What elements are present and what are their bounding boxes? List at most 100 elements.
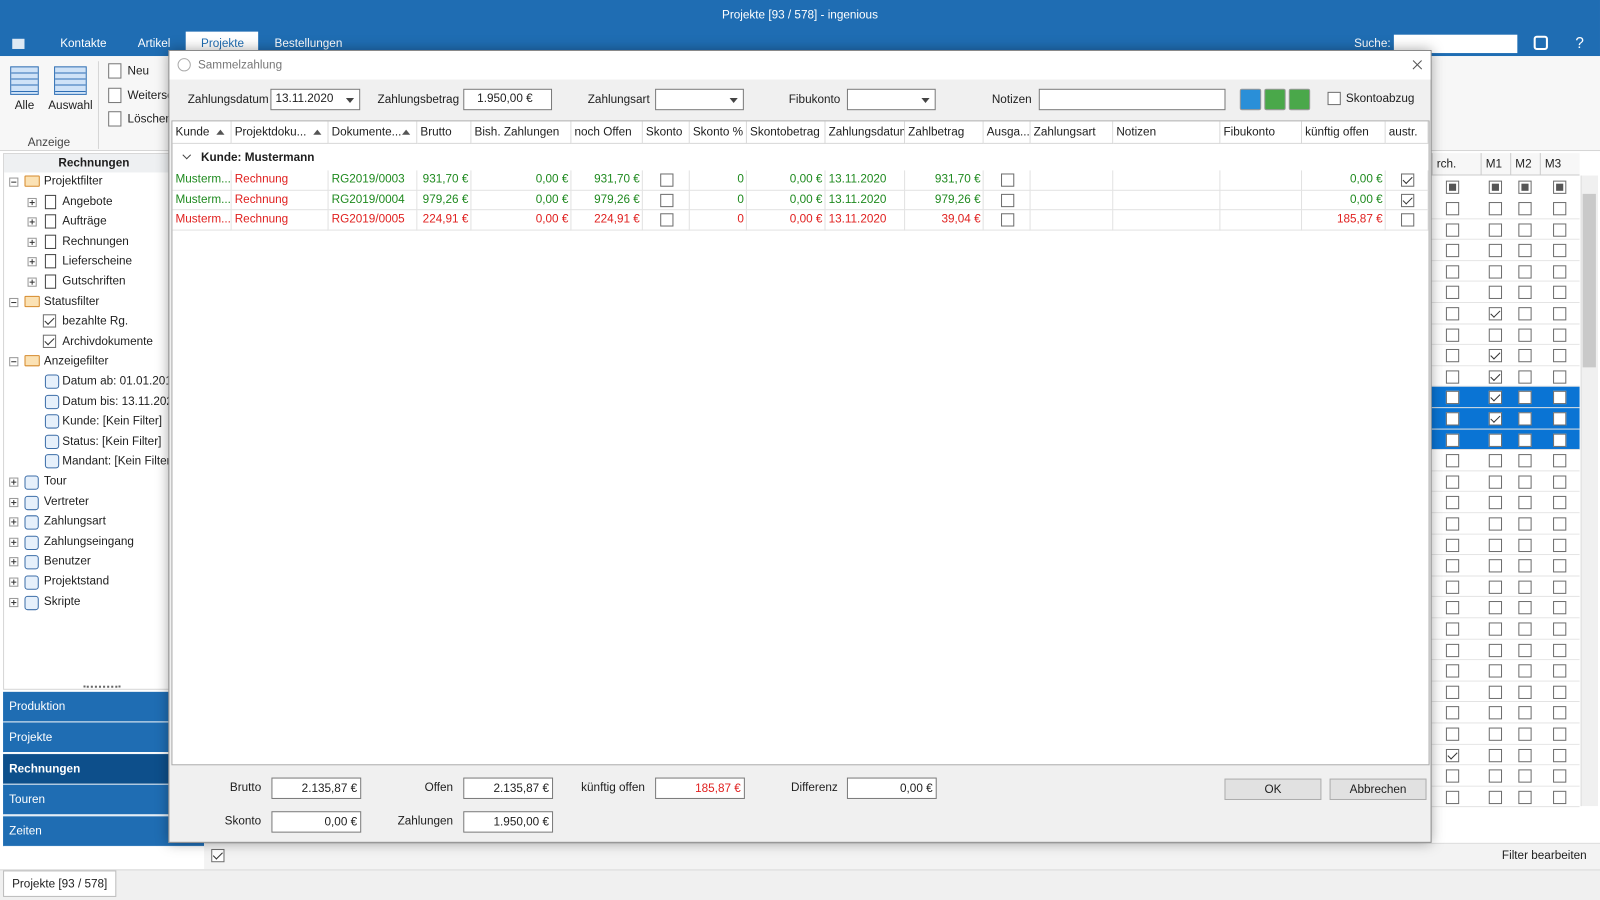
checkbox[interactable]	[1518, 748, 1532, 762]
checkbox[interactable]	[1488, 769, 1503, 783]
checkbox[interactable]	[1400, 193, 1414, 207]
checkbox[interactable]	[1518, 328, 1532, 342]
tree-expander[interactable]	[9, 537, 19, 547]
checkbox[interactable]	[1488, 349, 1503, 363]
checkbox[interactable]	[1445, 517, 1460, 531]
filter-edit[interactable]: Filter bearbeiten	[1501, 849, 1587, 863]
tree-expander[interactable]	[9, 517, 19, 527]
column-header[interactable]: Ausga...	[983, 121, 1031, 144]
checkbox[interactable]	[1488, 202, 1503, 216]
grid-row[interactable]	[1431, 765, 1580, 787]
view-icon[interactable]	[54, 66, 87, 95]
menu-tab[interactable]: Kontakte	[60, 37, 107, 50]
checkbox[interactable]	[1488, 601, 1503, 615]
tree-expander[interactable]	[27, 217, 37, 227]
column-header[interactable]: Kunde	[172, 121, 232, 144]
grid-row[interactable]	[1431, 492, 1580, 514]
action-label[interactable]: Neu	[127, 65, 150, 78]
grid-row[interactable]	[1431, 639, 1580, 661]
checkbox[interactable]	[1488, 433, 1503, 447]
checkbox[interactable]	[1445, 601, 1460, 615]
checkbox[interactable]	[1445, 790, 1460, 804]
checkbox[interactable]	[1488, 286, 1503, 300]
column-header[interactable]: Projektdoku...	[231, 121, 329, 144]
grid-row[interactable]	[1431, 366, 1580, 388]
checkbox[interactable]	[1518, 202, 1532, 216]
checkbox[interactable]	[1445, 475, 1460, 489]
checkbox[interactable]	[659, 173, 673, 187]
tree-label[interactable]: Zahlungsart	[43, 515, 106, 528]
checkbox[interactable]	[1488, 370, 1503, 384]
checkbox[interactable]	[1518, 727, 1532, 741]
checkbox[interactable]	[1553, 475, 1567, 489]
dialog-button[interactable]: Abbrechen	[1329, 778, 1427, 800]
checkbox[interactable]	[1553, 454, 1567, 468]
tree-expander[interactable]	[27, 277, 37, 287]
checkbox[interactable]	[1553, 559, 1567, 573]
checkbox[interactable]	[1518, 286, 1532, 300]
checkbox[interactable]	[1488, 517, 1503, 531]
checkbox[interactable]	[1445, 538, 1460, 552]
checkbox[interactable]	[42, 334, 57, 348]
checkbox[interactable]	[1000, 213, 1014, 227]
checkbox[interactable]	[1553, 265, 1567, 279]
tree-label[interactable]: Angebote	[62, 195, 113, 208]
checkbox[interactable]	[1553, 622, 1567, 636]
checkbox[interactable]	[1488, 790, 1503, 804]
tree-label[interactable]: Archivdokumente	[62, 335, 153, 348]
checkbox[interactable]	[1445, 433, 1460, 447]
column-header[interactable]: Skonto %	[689, 121, 747, 144]
checkbox[interactable]	[1445, 685, 1460, 699]
tree-expander[interactable]	[9, 597, 19, 607]
tree-expander[interactable]	[27, 197, 37, 207]
view-label[interactable]: Alle	[14, 99, 35, 113]
grid-row[interactable]	[1431, 660, 1580, 682]
grid-row[interactable]	[1431, 744, 1580, 766]
checkbox[interactable]	[1445, 180, 1460, 194]
checkbox[interactable]	[1488, 328, 1503, 342]
checkbox[interactable]	[1488, 307, 1503, 321]
checkbox[interactable]	[1553, 244, 1567, 258]
grid-row[interactable]	[1431, 555, 1580, 577]
grid-row[interactable]	[1431, 303, 1580, 325]
tree-expander[interactable]	[9, 357, 19, 367]
tree-label[interactable]: Kunde: [Kein Filter]	[62, 415, 163, 428]
checkbox[interactable]	[1488, 391, 1503, 405]
checkbox[interactable]	[1445, 307, 1460, 321]
find-button[interactable]	[1533, 35, 1548, 50]
grid-row[interactable]	[1431, 450, 1580, 472]
tool-button[interactable]	[1264, 88, 1286, 111]
tree-label[interactable]: Zahlungseingang	[43, 535, 134, 548]
tree-label[interactable]: Statusfilter	[43, 295, 100, 308]
checkbox[interactable]	[1518, 180, 1532, 194]
checkbox[interactable]	[1445, 244, 1460, 258]
checkbox[interactable]	[1553, 685, 1567, 699]
checkbox[interactable]	[1488, 685, 1503, 699]
checkbox[interactable]	[1445, 370, 1460, 384]
checkbox[interactable]	[1518, 433, 1532, 447]
column-header[interactable]: Skonto	[642, 121, 690, 144]
checkbox[interactable]	[1488, 622, 1503, 636]
skontoabzug-label[interactable]: Skontoabzug	[1345, 92, 1415, 106]
grid-row[interactable]	[1431, 261, 1580, 283]
checkbox[interactable]	[1553, 412, 1567, 426]
checkbox[interactable]	[659, 213, 673, 227]
column-header[interactable]: noch Offen	[571, 121, 643, 144]
checkbox[interactable]	[1518, 223, 1532, 237]
grid-row[interactable]	[1431, 576, 1580, 598]
checkbox[interactable]	[1488, 538, 1503, 552]
tree-expander[interactable]	[27, 257, 37, 267]
checkbox[interactable]	[1518, 685, 1532, 699]
checkbox[interactable]	[1488, 664, 1503, 678]
view-label[interactable]: Auswahl	[48, 99, 93, 113]
checkbox[interactable]	[1553, 328, 1567, 342]
checkbox[interactable]	[1553, 643, 1567, 657]
column-header[interactable]: künftig offen	[1302, 121, 1386, 144]
checkbox[interactable]	[1553, 223, 1567, 237]
checkbox[interactable]	[1445, 769, 1460, 783]
tree-label[interactable]: Status: [Kein Filter]	[62, 435, 162, 448]
checkbox[interactable]	[1518, 790, 1532, 804]
checkbox[interactable]	[1518, 664, 1532, 678]
checkbox[interactable]	[1553, 601, 1567, 615]
checkbox[interactable]	[1518, 559, 1532, 573]
